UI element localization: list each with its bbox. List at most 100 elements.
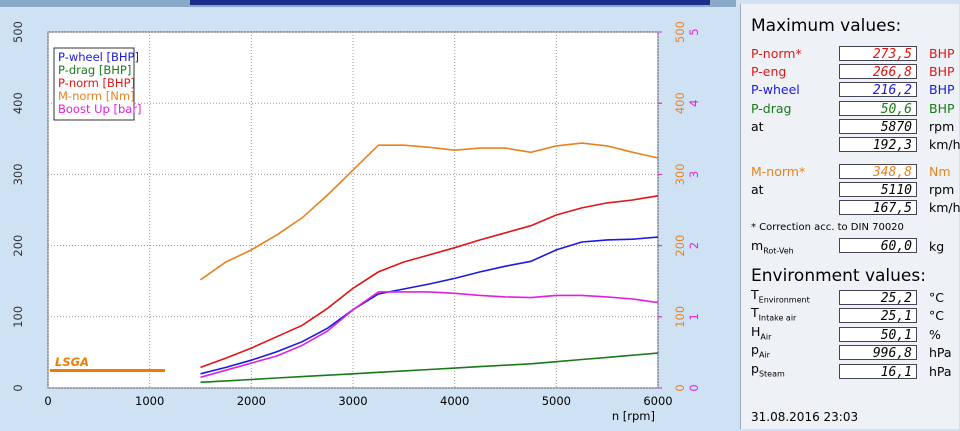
y-tick-label: 500 (673, 21, 687, 43)
row-unit: °C (929, 308, 944, 323)
value-display: 348,8 (839, 164, 917, 180)
value-display: 216,2 (839, 82, 917, 98)
timestamp: 31.08.2016 23:03 (751, 410, 859, 424)
y-tick-label: 1 (687, 313, 701, 320)
series-line (200, 195, 659, 369)
x-tick-label: 4000 (440, 394, 469, 408)
x-tick-label: 1000 (135, 394, 164, 408)
x-axis-label: n [rpm] (612, 409, 655, 423)
logo-bar (50, 369, 165, 372)
y-tick-label: 0 (673, 384, 687, 391)
label-sub: Environment (758, 295, 810, 305)
chart: 0 1000 2000 3000 4000 5000 6000010020030040050… (0, 0, 736, 423)
value-display: 16,1 (839, 364, 917, 380)
series-line (200, 352, 659, 384)
row-label: pAir (751, 342, 770, 360)
section-title: Environment values: (751, 266, 926, 286)
x-tick-label: 0 (44, 394, 51, 408)
logo: LSGA (55, 355, 89, 369)
value-display: 273,5 (839, 46, 917, 62)
row-label: P-wheel (751, 82, 800, 97)
row-unit: kg (929, 239, 945, 254)
series-line (200, 291, 659, 379)
y-tick-label: 300 (673, 163, 687, 185)
x-tick-label: 2000 (237, 394, 266, 408)
legend-entry: M-norm [Nm] (58, 89, 135, 103)
row-unit: Nm (929, 164, 951, 179)
y-tick-label: 400 (673, 92, 687, 114)
row-label: pSteam (751, 361, 785, 379)
row-label: at (751, 182, 764, 197)
row-unit: rpm (929, 119, 955, 134)
y-tick-label: 4 (687, 100, 701, 107)
row-label: P-eng (751, 64, 787, 79)
row-label: TIntake air (751, 305, 796, 323)
row-label: TEnvironment (751, 287, 810, 305)
section-title: Maximum values: (751, 16, 902, 36)
legend (53, 47, 135, 121)
y-tick-label: 200 (11, 235, 25, 257)
value-display: 60,0 (839, 238, 917, 254)
row-unit: rpm (929, 182, 955, 197)
y-tick-label: 400 (11, 92, 25, 114)
value-display: 50,1 (839, 327, 917, 343)
value-display: 266,8 (839, 64, 917, 80)
label: H (751, 324, 761, 339)
row-unit: BHP (929, 64, 955, 79)
row-unit: °C (929, 290, 944, 305)
note: * Correction acc. to DIN 70020 (751, 222, 904, 233)
legend-entry: P-drag [BHP] (58, 63, 131, 77)
label-sub: Air (758, 350, 770, 360)
y-tick-label: 0 (687, 384, 701, 391)
label-sub: Air (760, 332, 772, 342)
value-display: 996,8 (839, 345, 917, 361)
row-unit: % (929, 327, 941, 342)
y-tick-label: 500 (11, 21, 25, 43)
value-display: 25,1 (839, 308, 917, 324)
x-tick-label: 3000 (338, 394, 367, 408)
legend-entry: P-norm [BHP] (58, 76, 135, 90)
y-tick-label: 2 (687, 242, 701, 249)
row-unit: BHP (929, 46, 955, 61)
label: T (751, 287, 759, 302)
row-label: P-drag (751, 101, 792, 116)
side-panel: Maximum values: P-norm* 273,5 BHP P-eng 266,8… (740, 4, 960, 429)
row-unit: km/h (929, 137, 960, 152)
row-label: P-norm* (751, 46, 802, 61)
y-tick-label: 200 (673, 235, 687, 257)
row-label: M-norm* (751, 164, 806, 179)
legend-entry: P-wheel [BHP] (58, 50, 139, 64)
y-tick-label: 100 (11, 306, 25, 328)
label-sub: Steam (758, 369, 785, 379)
row-label: HAir (751, 324, 771, 342)
x-tick-label: 5000 (542, 394, 571, 408)
tab-bar (190, 0, 710, 5)
value-display: 25,2 (839, 290, 917, 306)
value-display: 167,5 (839, 200, 917, 216)
row-unit: BHP (929, 101, 955, 116)
label: p (751, 342, 759, 357)
label-sub: Rot-Veh (763, 246, 794, 256)
y-tick-label: 0 (11, 384, 25, 391)
x-tick-label: 6000 (643, 394, 672, 408)
y-tick-label: 300 (11, 163, 25, 185)
row-label: at (751, 119, 764, 134)
series-line (200, 142, 659, 281)
row-unit: hPa (929, 364, 952, 379)
row-unit: km/h (929, 200, 960, 215)
y-tick-label: 5 (687, 28, 701, 35)
value-display: 192,3 (839, 137, 917, 153)
y-tick-label: 100 (673, 306, 687, 328)
legend-entry: Boost Up [bar] (58, 102, 142, 116)
label: m (751, 238, 764, 253)
row-label: mRot-Veh (751, 238, 794, 256)
value-display: 5110 (839, 182, 917, 198)
value-display: 50,6 (839, 101, 917, 117)
label-sub: Intake air (758, 313, 797, 323)
row-unit: BHP (929, 82, 955, 97)
label: T (751, 305, 759, 320)
label: p (751, 361, 759, 376)
series-line (200, 236, 659, 375)
value-display: 5870 (839, 119, 917, 135)
